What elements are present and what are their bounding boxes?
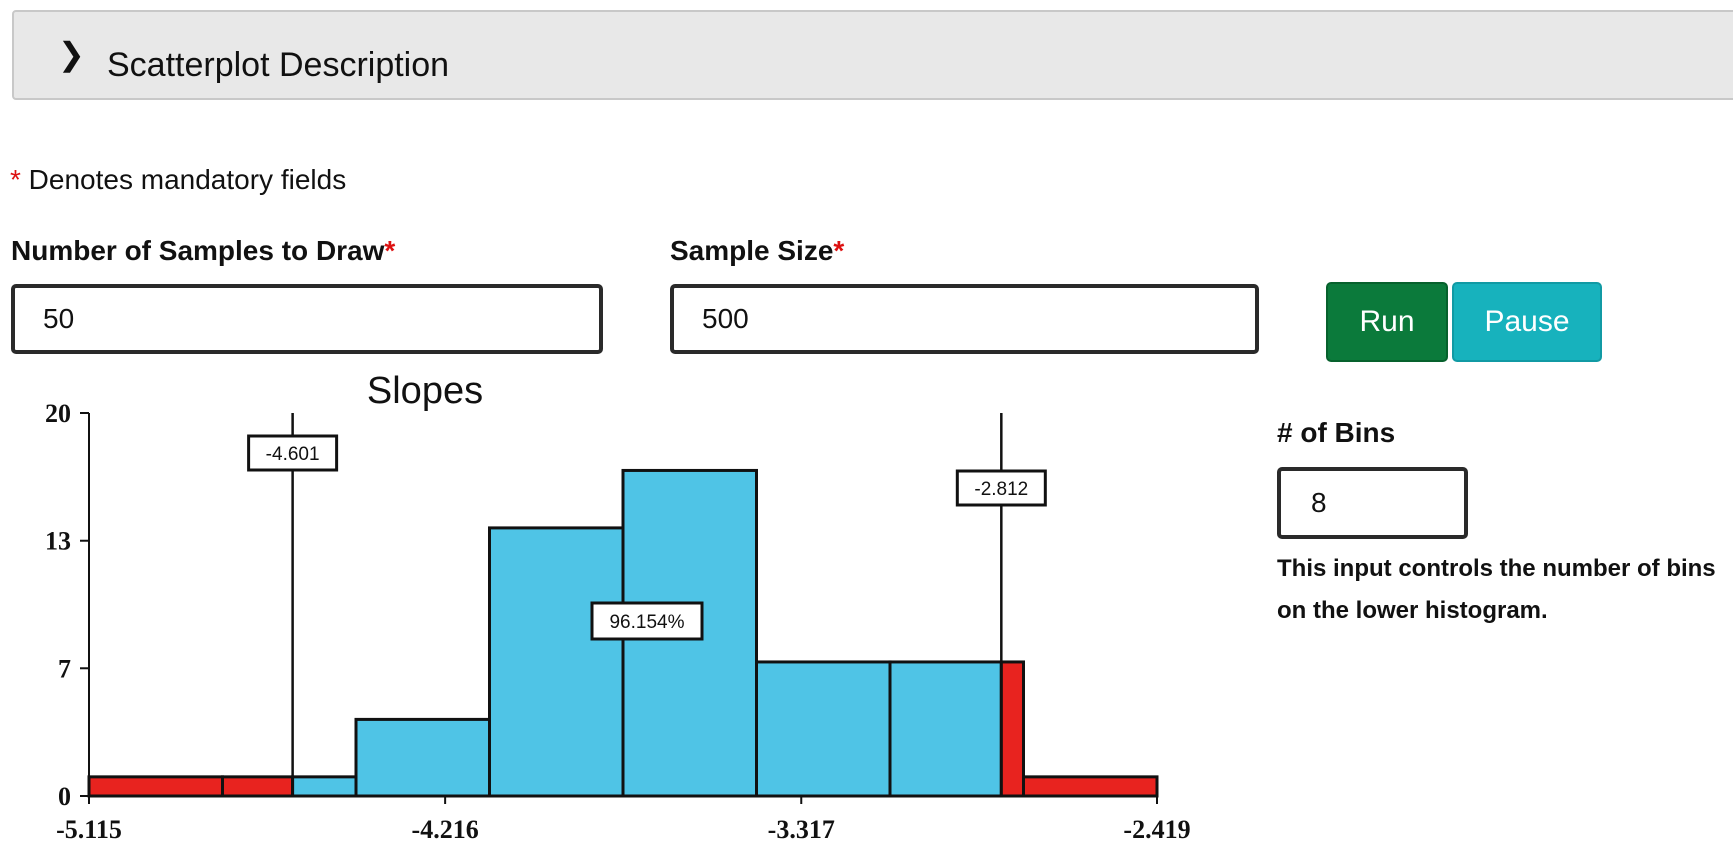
samples-input[interactable] bbox=[11, 284, 603, 354]
sample-size-required-star: * bbox=[833, 235, 845, 266]
accordion-title: Scatterplot Description bbox=[107, 46, 450, 84]
histogram-bar-0 bbox=[87, 775, 224, 798]
histogram-bar-1 bbox=[221, 775, 295, 798]
y-tick-label: 7 bbox=[58, 654, 71, 683]
histogram-bar-8 bbox=[999, 660, 1026, 798]
x-tick-label: -4.216 bbox=[412, 815, 479, 844]
chart-title: Slopes bbox=[367, 370, 483, 412]
histogram-bar-6 bbox=[755, 660, 892, 798]
histogram-bar-7 bbox=[888, 660, 1003, 798]
sample-size-input[interactable] bbox=[670, 284, 1259, 354]
y-tick-label: 13 bbox=[45, 527, 71, 556]
histogram-bar-9 bbox=[1022, 775, 1159, 798]
histogram-bar-3 bbox=[354, 717, 491, 798]
samples-label-text: Number of Samples to Draw bbox=[11, 235, 385, 266]
bins-input[interactable] bbox=[1277, 467, 1468, 539]
samples-required-star: * bbox=[384, 235, 396, 266]
x-tick-label: -3.317 bbox=[768, 815, 835, 844]
run-button[interactable]: Run bbox=[1326, 282, 1448, 362]
required-star: * bbox=[10, 164, 21, 195]
bins-help-text: This input controls the number of bins o… bbox=[1277, 555, 1716, 624]
percentage-label: 96.154% bbox=[609, 612, 684, 633]
pause-button[interactable]: Pause bbox=[1452, 282, 1602, 362]
histogram-bar-2 bbox=[291, 775, 358, 798]
x-tick-label: -2.419 bbox=[1123, 815, 1190, 844]
percentage-label-box bbox=[590, 601, 704, 641]
cutoff-label: -2.812 bbox=[974, 479, 1028, 500]
cutoff-label-box bbox=[955, 469, 1047, 507]
sample-size-label-text: Sample Size bbox=[670, 235, 834, 266]
bins-label: # of Bins bbox=[1277, 417, 1396, 448]
y-tick-label: 20 bbox=[45, 399, 71, 428]
mandatory-note: * Denotes mandatory fields bbox=[10, 164, 346, 196]
histogram-bar-4 bbox=[488, 526, 625, 798]
cutoff-label-box bbox=[247, 434, 339, 472]
accordion-header[interactable]: ❯ Scatterplot Description bbox=[12, 10, 1733, 100]
chevron-down-icon: ❯ bbox=[58, 36, 85, 72]
cutoff-label: -4.601 bbox=[266, 444, 320, 465]
sample-size-label: Sample Size* bbox=[670, 235, 844, 267]
y-tick-label: 0 bbox=[58, 782, 71, 811]
samples-label: Number of Samples to Draw* bbox=[11, 235, 395, 267]
x-tick-label: -5.115 bbox=[56, 815, 122, 844]
mandatory-note-text: Denotes mandatory fields bbox=[20, 164, 347, 195]
